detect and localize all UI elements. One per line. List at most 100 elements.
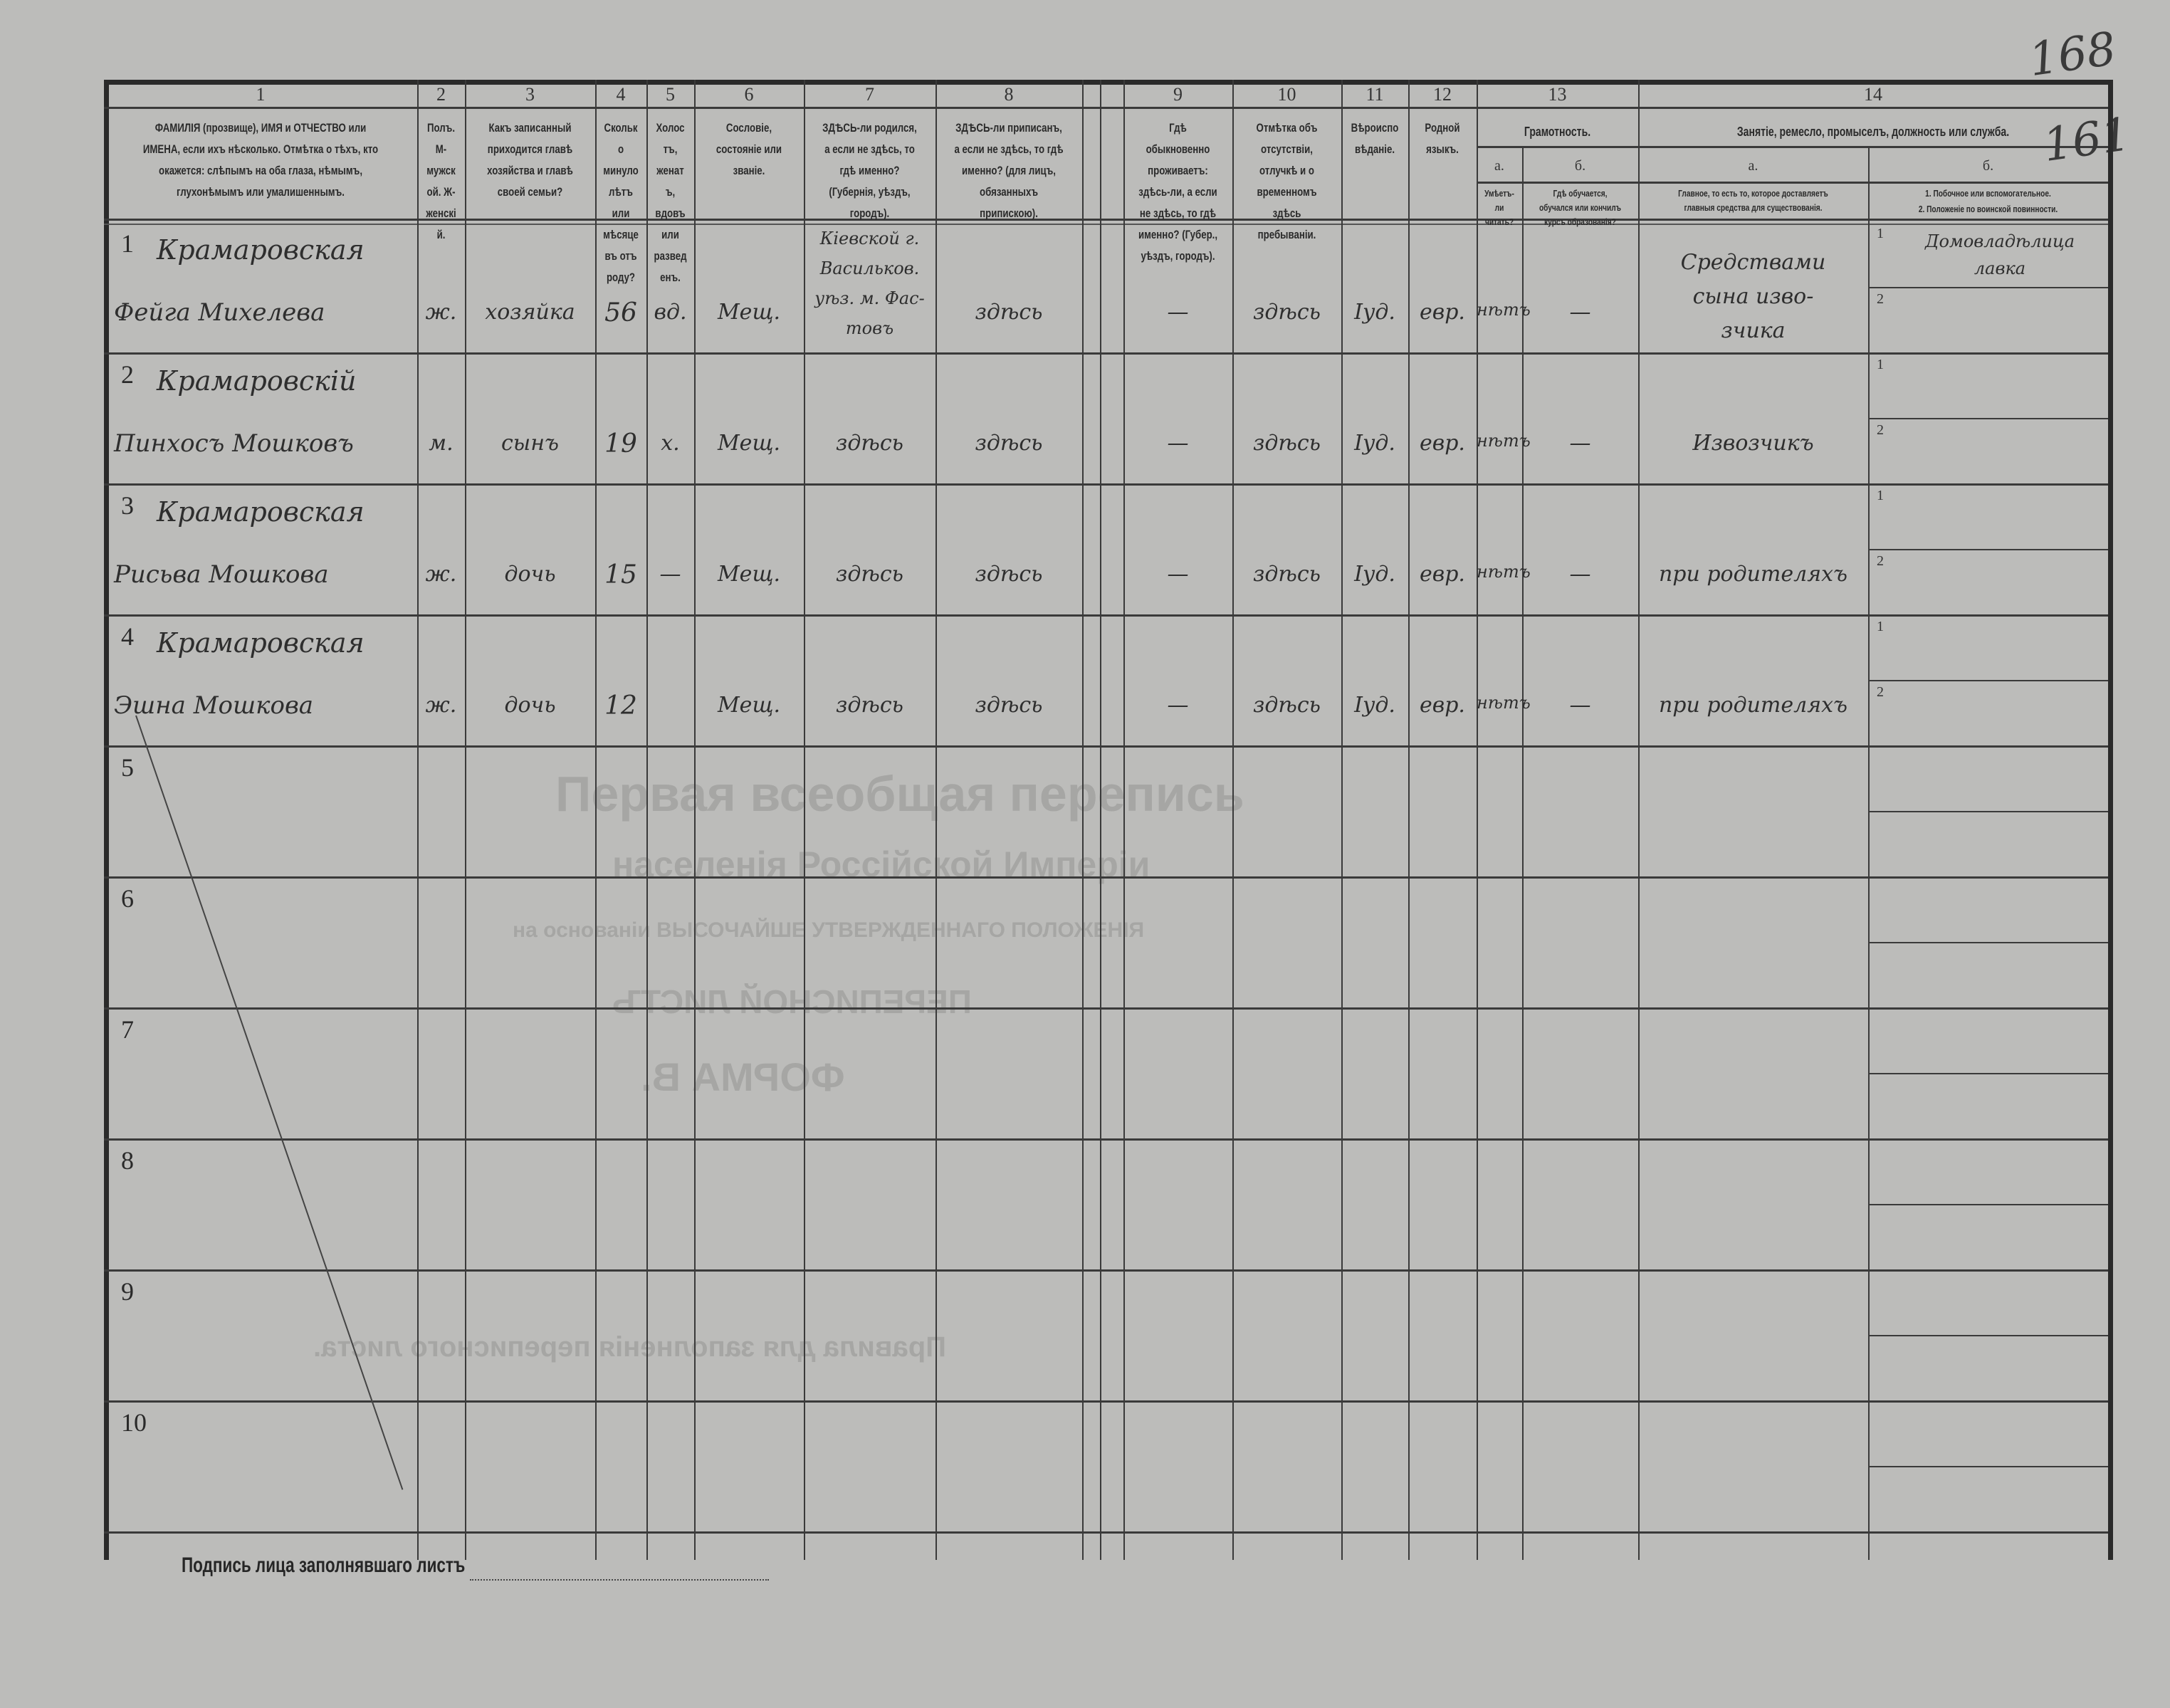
row-divider: [104, 745, 2108, 748]
table-right-border: [2108, 80, 2113, 1560]
column-sub-letter: а.: [1494, 158, 1504, 174]
absence-mark: здѣсь: [1253, 300, 1321, 325]
given-name: Пинхосъ Мошковъ: [114, 429, 354, 458]
literacy: нѣтъ: [1477, 431, 1531, 451]
relation: дочь: [504, 693, 556, 718]
column-divider: [1232, 80, 1234, 1560]
table-left-border: [104, 80, 109, 1560]
sex: м.: [429, 431, 454, 456]
literacy: нѣтъ: [1477, 693, 1531, 713]
column-divider: [1638, 80, 1640, 1560]
column-divider: [595, 80, 597, 1560]
column-number: 12: [1433, 84, 1452, 105]
row-sub-divider: [1868, 287, 2108, 288]
row-number: 1: [121, 229, 134, 258]
column-number: 3: [525, 84, 535, 105]
column-divider-13ab: [1522, 146, 1524, 1560]
absence-mark: здѣсь: [1253, 693, 1321, 718]
sex: ж.: [425, 562, 457, 587]
given-name: Эшна Мошкова: [114, 691, 314, 720]
bleed-form-name: ПЕРЕПИСНОЙ ЛИСТЪ: [612, 983, 972, 1020]
column-header: Сословіе, состояніе или званіе.: [716, 121, 782, 177]
religion: Іуд.: [1354, 693, 1395, 718]
row-divider: [104, 876, 2108, 879]
column-number: 5: [666, 84, 675, 105]
column-divider: [1082, 80, 1084, 1560]
registered-place: здѣсь: [975, 300, 1043, 325]
row-number: 6: [121, 884, 134, 913]
row-number: 5: [121, 753, 134, 782]
residence: —: [1167, 693, 1189, 718]
birthplace: Васильков.: [819, 258, 920, 278]
surname: Крамаровская: [157, 627, 365, 659]
sex: ж.: [425, 693, 457, 718]
residence: —: [1167, 562, 1189, 587]
bleed-rules-title: Правила для заполненія переписного листа…: [313, 1331, 946, 1363]
column-sub-header: Главное, то есть то, которое доставляетъ…: [1678, 188, 1828, 213]
column-number: 6: [744, 84, 754, 105]
column-sub-letter: б.: [1982, 158, 1994, 174]
occupation-main: при родителяхъ: [1658, 693, 1848, 718]
row-number: 7: [121, 1015, 134, 1044]
column-number: 4: [616, 84, 626, 105]
column-number: 8: [1004, 84, 1014, 105]
occupation-side: Домовладѣлица: [1924, 231, 2075, 251]
column-group-header: Грамотность.: [1524, 125, 1591, 139]
column-number: 13: [1548, 84, 1567, 105]
column-sub-header: 1. Побочное или вспомогательное.: [1925, 188, 2051, 199]
column-sub-letter: б.: [1574, 158, 1586, 174]
religion: Іуд.: [1354, 300, 1395, 325]
native-language: евр.: [1420, 562, 1465, 587]
relation: сынъ: [501, 431, 559, 456]
estate: Мещ.: [717, 562, 781, 587]
occupation-side-number-2: 2: [1877, 553, 1884, 569]
column-number: 2: [436, 84, 446, 105]
column-divider: [646, 80, 648, 1560]
row-number: 8: [121, 1146, 134, 1175]
marital-status: —: [659, 562, 681, 587]
literacy: нѣтъ: [1477, 562, 1531, 582]
column-header: Полъ. М-мужской. Ж-женскій.: [426, 121, 456, 241]
row-divider: [104, 1400, 2108, 1403]
religion: Іуд.: [1354, 431, 1395, 456]
occupation-side: лавка: [1974, 258, 2026, 278]
signature-line: [470, 1579, 769, 1581]
row-sub-divider: [1868, 1466, 2108, 1467]
surname: Крамаровскій: [157, 365, 357, 397]
sex: ж.: [425, 300, 457, 325]
row-divider: [104, 352, 2108, 355]
surname: Крамаровская: [157, 234, 365, 266]
education: —: [1569, 431, 1591, 456]
page-number-top: 168: [2025, 22, 2119, 88]
row-divider: [104, 1138, 2108, 1141]
column-header: Сколько минуло лѣтъ или мѣсяцевъ отъ род…: [603, 121, 639, 284]
row-divider: [104, 1269, 2108, 1272]
column-number: 1: [256, 84, 266, 105]
education: —: [1569, 693, 1591, 718]
row-number: 4: [121, 622, 134, 651]
marital-status: х.: [661, 431, 680, 456]
age: 12: [604, 691, 637, 721]
column-header: Холостъ, женатъ, вдовъ или разведенъ.: [654, 121, 687, 284]
column-divider: [1408, 80, 1410, 1560]
occupation-main: Извозчикъ: [1692, 431, 1814, 456]
registered-place: здѣсь: [975, 562, 1043, 587]
occupation-side-number-2: 2: [1877, 684, 1884, 700]
column-header: Вѣроисповѣданіе.: [1351, 121, 1399, 156]
relation: дочь: [504, 562, 556, 587]
occupation-side-number-1: 1: [1877, 619, 1884, 634]
native-language: евр.: [1420, 693, 1465, 718]
row-sub-divider: [1868, 1335, 2108, 1336]
occupation-side-number-1: 1: [1877, 226, 1884, 241]
estate: Мещ.: [717, 431, 781, 456]
row-sub-divider: [1868, 811, 2108, 812]
birthplace: здѣсь: [836, 431, 903, 456]
column-divider: [1477, 80, 1478, 1560]
birthplace: здѣсь: [836, 562, 903, 587]
age: 19: [604, 429, 637, 459]
column-header: ЗДѢСЬ-ли родился, а если не здѣсь, то гд…: [822, 121, 917, 220]
native-language: евр.: [1420, 431, 1465, 456]
row-sub-divider: [1868, 942, 2108, 943]
absence-mark: здѣсь: [1253, 431, 1321, 456]
signature-label: Подпись лица заполнявшаго листъ: [182, 1554, 466, 1577]
